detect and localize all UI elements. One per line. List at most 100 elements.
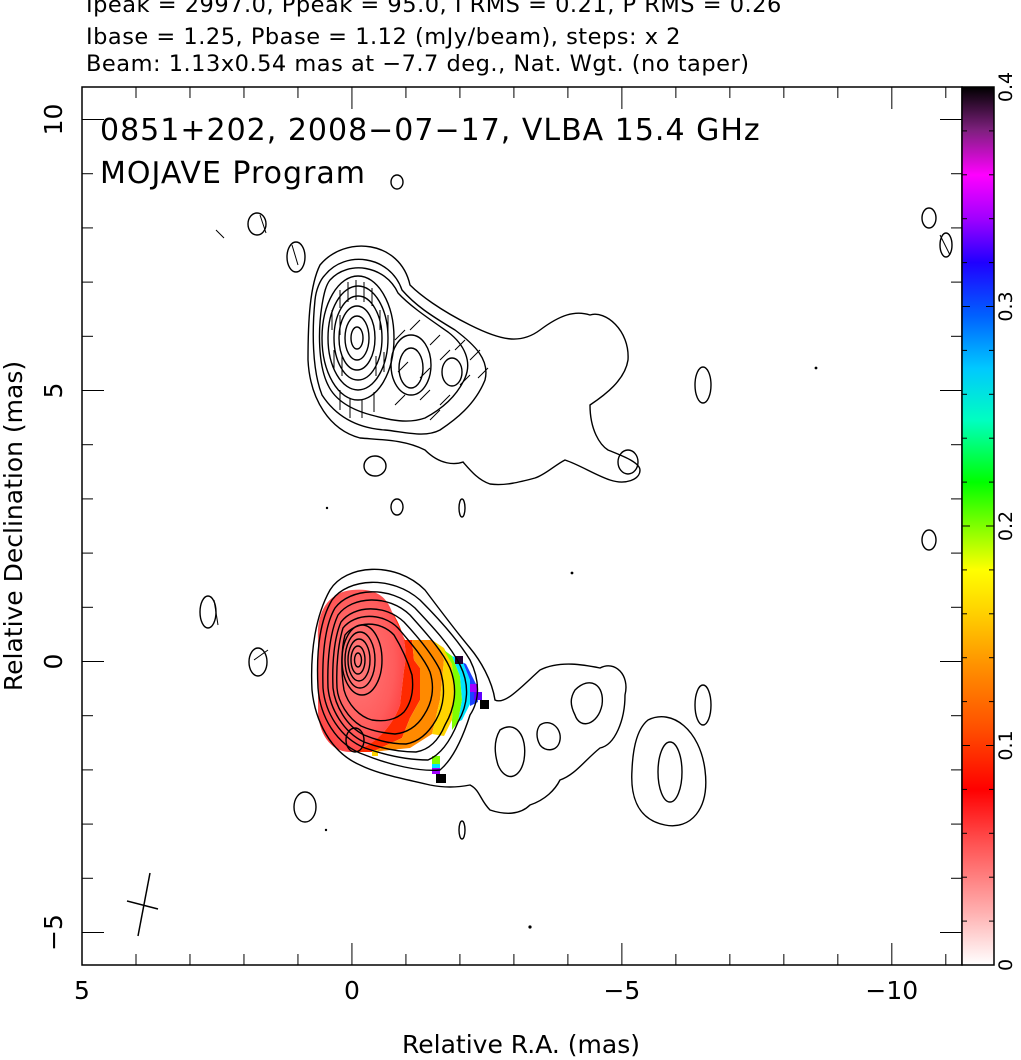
contour [199,595,217,629]
colorbar-tick-label: 0.1 [995,730,1017,760]
y-tick-label: 5 [39,383,68,399]
contour [694,366,712,404]
colorbar-tick-label: 0 [995,959,1017,971]
contour [322,591,468,761]
plot-frame [81,86,963,966]
contour-outer [307,245,641,486]
contour [694,684,712,726]
contour [312,258,487,435]
pol-pixel [470,684,478,692]
header-line-2: Ibase = 1.25, Pbase = 1.12 (mJy/beam), s… [86,24,681,50]
x-tick-label: 5 [74,976,90,1005]
y-tick-label: −5 [39,914,68,951]
pol-pixel [372,750,378,756]
contour [338,305,376,371]
pol-pixel [432,764,440,770]
contour [318,267,469,422]
contour [350,326,364,350]
contour [353,652,363,668]
contour [536,722,561,751]
contour [398,347,424,389]
contour [939,232,953,258]
contour [390,498,404,516]
evpa-vector [213,214,951,661]
x-axis-title: Relative R.A. (mas) [402,1030,640,1059]
axis-tick-labels: 5 0 −5 −10 −5 0 5 10 [39,104,918,1005]
contour [390,334,432,396]
contour [327,285,389,391]
contour [344,631,376,689]
x-tick-label: −5 [603,976,640,1005]
x-tick-label: 0 [344,976,360,1005]
contour [332,608,445,745]
noise-dot [324,828,328,832]
contour [327,599,456,753]
contour [921,207,937,229]
program-label: MOJAVE Program [100,156,366,191]
contour [458,498,466,518]
beam-indicator [126,872,159,937]
x-tick-label: −10 [865,976,918,1005]
y-tick-label: 10 [39,104,68,136]
contour [341,624,383,696]
pol-pixel [480,700,489,709]
contour [363,455,387,477]
contour [570,682,604,725]
colorbar-tick-label: 0.3 [995,291,1017,321]
beam-minor-axis [126,900,159,910]
contour [341,623,414,722]
evpa-vectors [213,214,951,661]
contour [344,315,370,361]
contour-outer [310,568,627,814]
pol-blue-band [458,660,478,706]
contour [345,727,365,753]
axis-ticks [81,87,962,965]
contour [248,647,268,677]
evpa-vector [394,319,489,421]
contour [293,791,317,823]
contour [921,529,937,551]
contour [494,726,526,778]
contour [631,716,707,827]
contour [316,581,479,772]
colorbar-tick-label: 0.4 [995,72,1017,102]
map-content [126,174,953,937]
colorbar-ticks [962,86,994,966]
pol-pixel [432,756,440,764]
contour [458,820,466,840]
colorbar-tick-labels: 0 0.1 0.2 0.3 0.4 [995,72,1017,971]
pol-pixel [474,692,482,700]
header-line-1: Ipeak = 2997.0, Ppeak = 95.0, I RMS = 0.… [86,0,782,18]
y-axis-title: Relative Declination (mas) [0,361,28,691]
pol-pixel [432,768,440,774]
contour [286,241,306,273]
pol-pixel [455,656,463,664]
source-label: 0851+202, 2008−07−17, VLBA 15.4 GHz [100,113,761,148]
noise-dots [324,366,818,929]
contour [321,275,395,401]
noise-dot [570,571,574,575]
noise-dot [528,925,532,929]
pol-green-band [444,650,462,730]
contour [657,741,683,803]
contour [617,449,639,475]
evpa-vector [331,280,389,418]
contour [441,357,463,387]
contour [390,174,404,190]
contour [350,645,366,675]
y-tick-label: 0 [39,654,68,670]
pol-orange-band [372,640,444,752]
colorbar-tick-label: 0.2 [995,511,1017,541]
beam-major-axis [137,872,151,937]
noise-dot [814,366,818,370]
contours-core [199,568,712,840]
pol-red-band [350,612,420,752]
contour [333,295,383,381]
contour [347,638,371,682]
pol-pixel [436,774,446,783]
contour [247,212,267,236]
contours-upper [247,174,953,551]
contour [336,615,434,735]
header-line-3: Beam: 1.13x0.54 mas at −7.7 deg., Nat. W… [86,51,750,77]
